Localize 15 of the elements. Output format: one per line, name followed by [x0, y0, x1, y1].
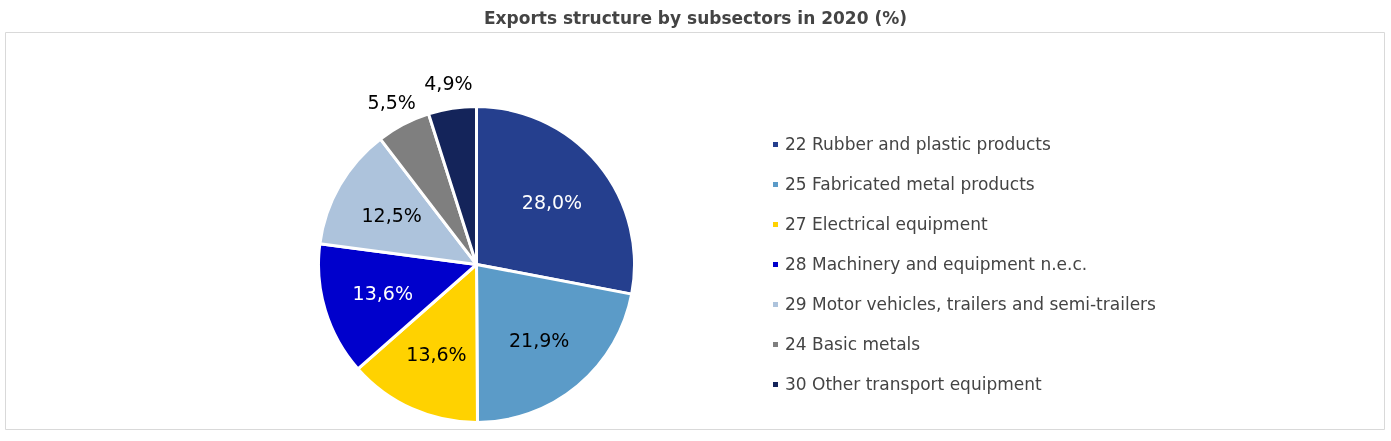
legend-label: 24 Basic metals [785, 333, 921, 355]
legend-label: 30 Other transport equipment [785, 373, 1042, 395]
data-label: 28,0% [521, 191, 583, 214]
data-label: 21,9% [509, 328, 570, 351]
data-label: 13,6% [406, 342, 467, 365]
data-label: 4,9% [424, 72, 473, 95]
data-label: 12,5% [361, 204, 422, 227]
legend-label: 29 Motor vehicles, trailers and semi-trailers [785, 293, 1156, 315]
chart-title: Exports structure by subsectors in 2020 (%) [484, 7, 908, 28]
data-label: 5,5% [367, 90, 416, 113]
legend-label: 25 Fabricated metal products [785, 173, 1035, 195]
legend-label: 28 Machinery and equipment n.e.c. [785, 253, 1088, 275]
legend-label: 22 Rubber and plastic products [785, 133, 1051, 155]
legend-label: 27 Electrical equipment [785, 213, 988, 235]
data-label: 13,6% [352, 282, 413, 305]
